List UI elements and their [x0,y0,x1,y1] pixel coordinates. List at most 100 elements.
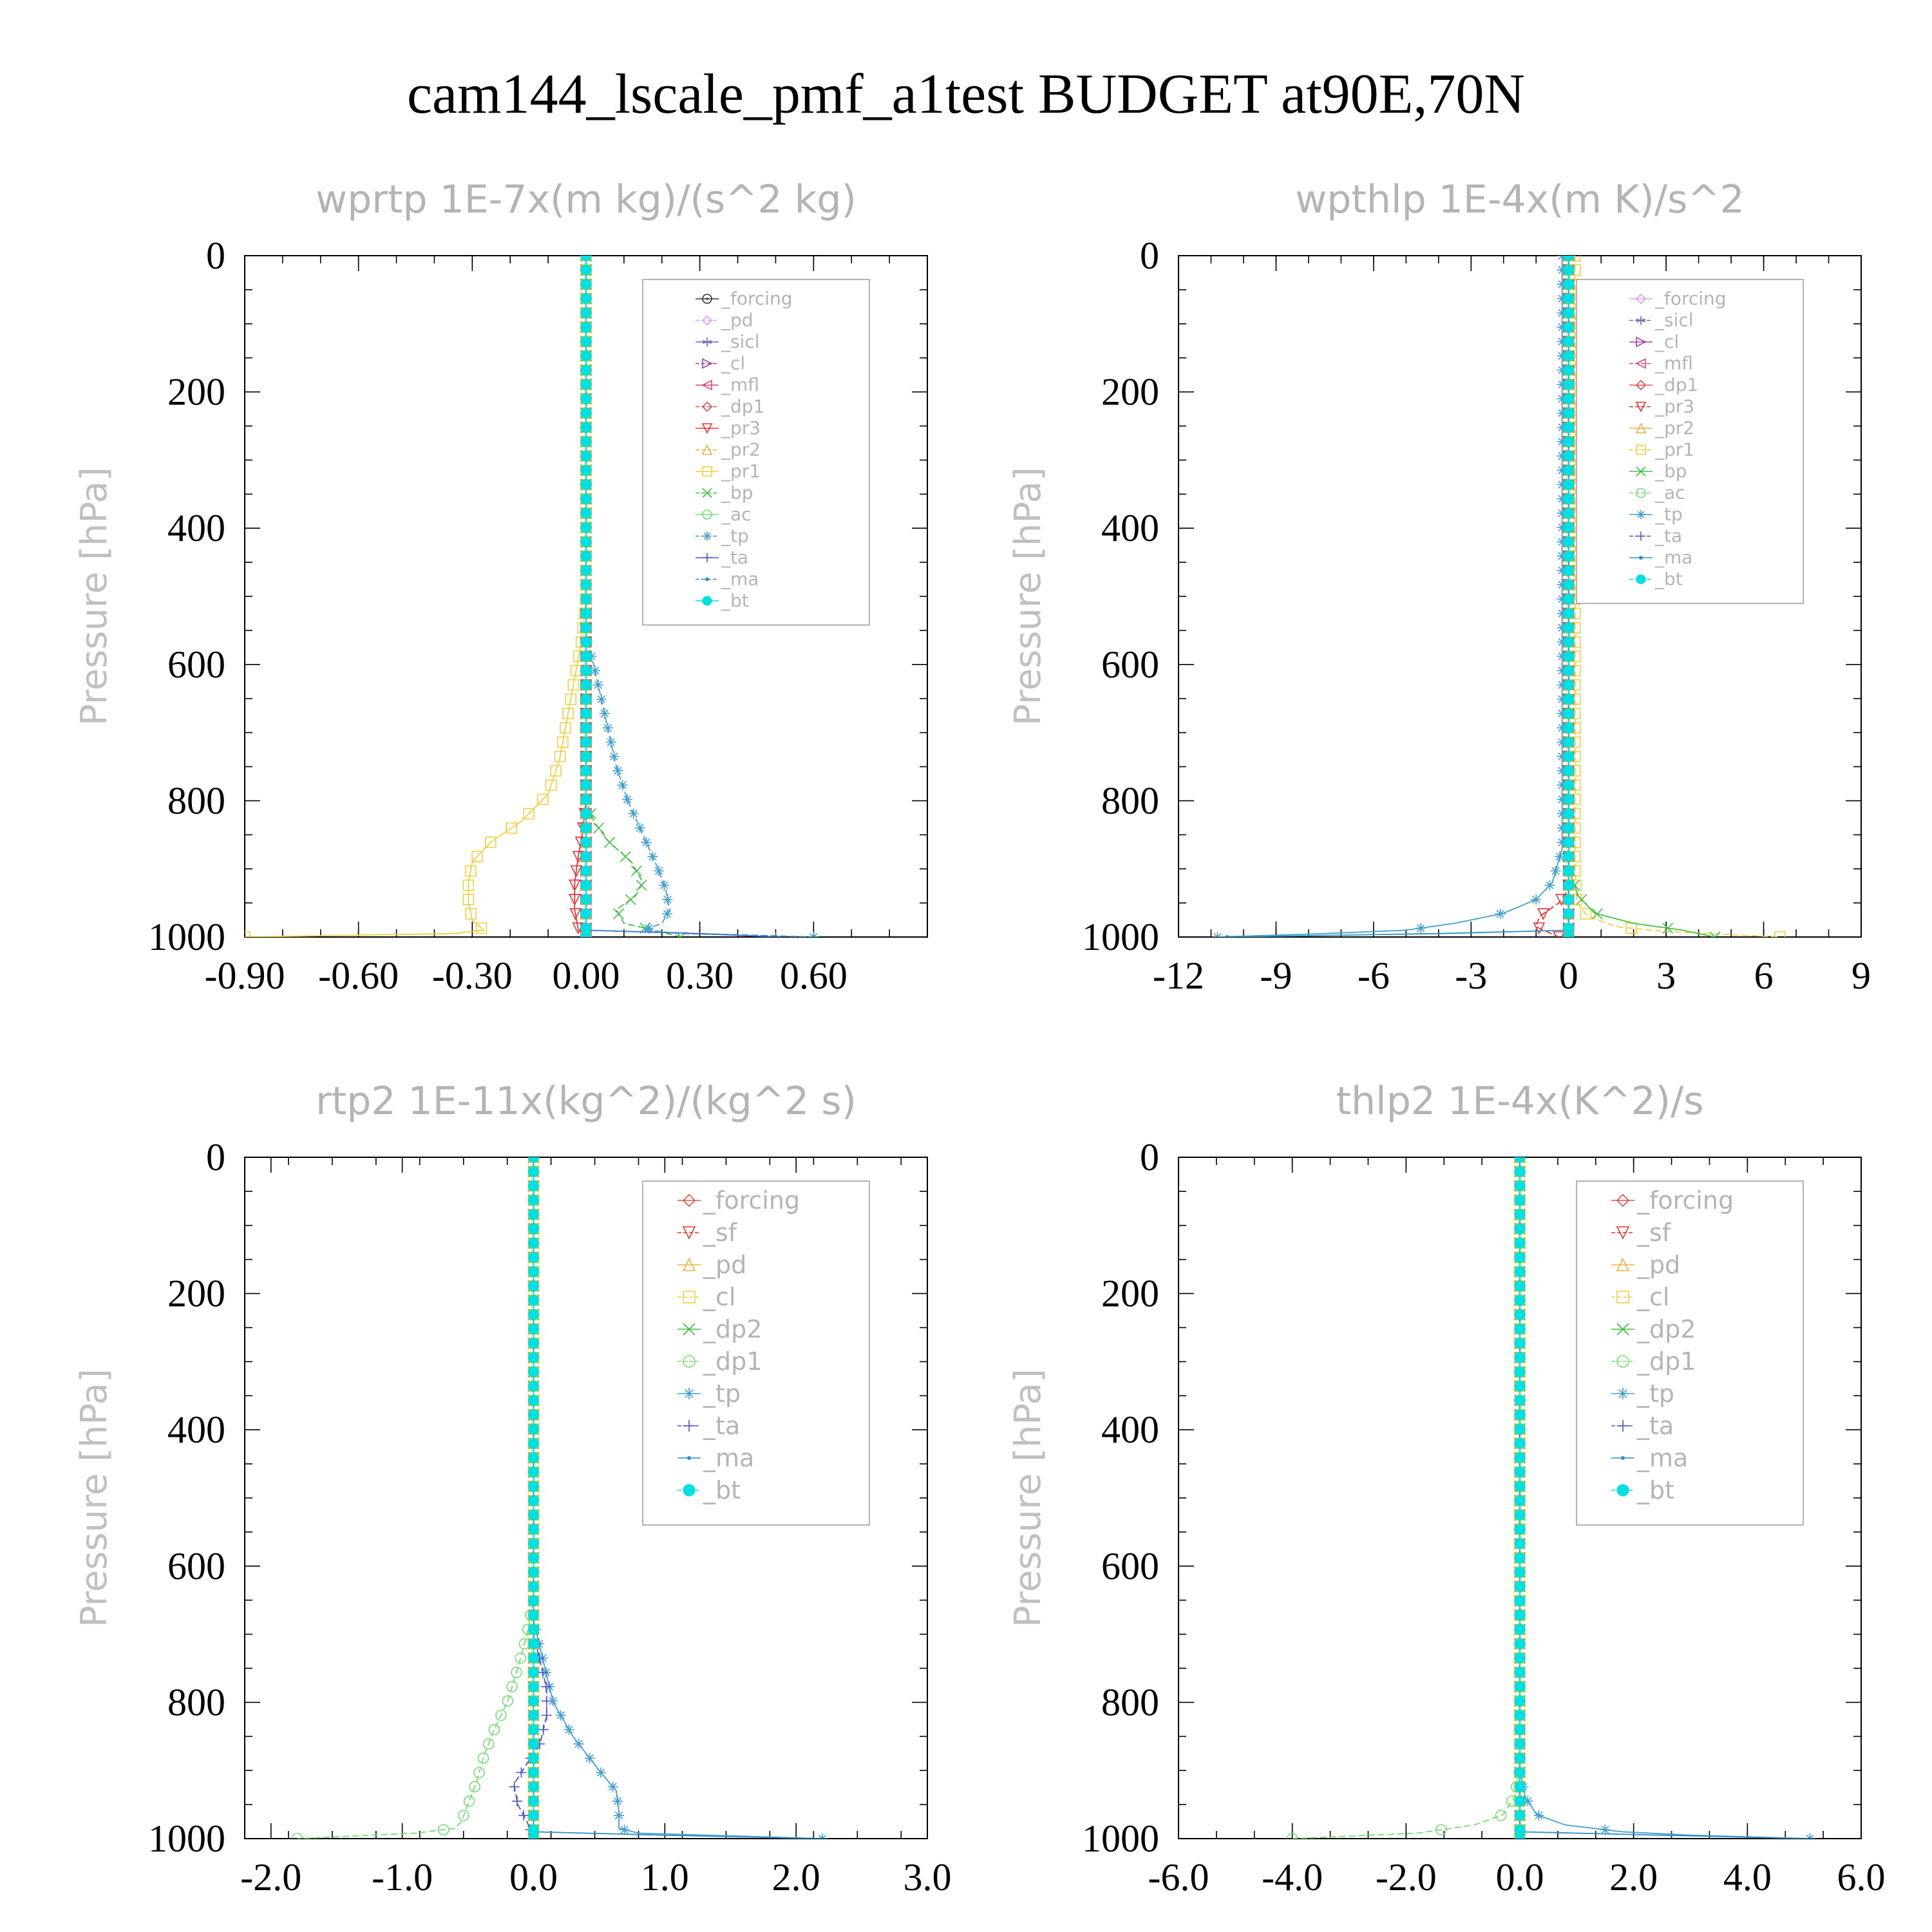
legend-marker [702,488,712,498]
data-point [580,536,592,547]
data-point [607,1781,618,1792]
y-tick-label: 800 [167,779,225,822]
data-point [1557,479,1567,490]
data-point [527,1624,539,1635]
legend: _forcing _sf _pd _cl _dp2 _dp1 _tp _ta _ma _bt [1576,1180,1804,1526]
legend-marker [683,1420,695,1432]
legend-box [642,1180,870,1526]
data-point [527,1366,539,1378]
legend-label: _bp [721,482,753,504]
data-point [1495,1810,1507,1821]
legend-item: _ma [696,569,759,590]
data-point [473,1766,485,1779]
data-point [1563,493,1575,505]
series-dp1 [291,1157,540,1839]
legend-label: _bt [721,590,749,611]
data-point [580,765,592,777]
data-point [477,1752,489,1764]
data-point [1557,565,1567,576]
data-point [1514,1810,1526,1821]
data-point [527,1195,539,1206]
data-point [1563,931,1575,937]
data-point [464,865,477,877]
legend-marker [702,466,712,477]
data-point [580,336,592,347]
data-point [1563,851,1575,862]
data-point [1557,794,1567,805]
data-point [509,1781,520,1792]
data-point [1563,808,1575,820]
data-point [462,894,475,905]
data-point [515,1652,527,1664]
series-line [585,256,814,937]
x-tick-label: 3.0 [904,1856,952,1899]
data-point [1514,1266,1526,1278]
legend-item: _sf [677,1218,738,1247]
legend-label: _forcing [1654,288,1727,309]
x-tick-label: -9 [1260,954,1292,997]
x-tick-label: 1.0 [641,1856,689,1899]
data-point [580,894,592,905]
data-point [641,837,652,848]
data-point [527,1653,539,1664]
legend-label: _dp1 [1636,1347,1696,1376]
data-point [580,708,592,719]
data-point [1557,265,1567,276]
legend-marker [702,509,712,520]
data-point [1563,708,1575,719]
data-point [1435,1824,1447,1836]
data-point [580,837,592,848]
data-point [659,880,670,891]
data-point [580,779,592,791]
y-axis-label: Pressure [hPa] [73,467,115,726]
data-point [1514,1538,1526,1549]
data-point [1563,880,1575,891]
data-point [1514,1624,1526,1635]
data-point [541,1696,552,1707]
legend-marker [1636,510,1645,519]
data-point [1514,1157,1526,1163]
plot-area [1212,256,1786,937]
data-point [564,1724,574,1735]
legend-item: _mfl [696,374,759,395]
x-tick-label: 0.0 [509,1856,558,1899]
data-point [527,1552,539,1564]
data-point [1225,935,1229,937]
data-point [1557,350,1567,361]
legend-label: _forcing [703,1186,800,1215]
data-point [1808,1837,1812,1839]
data-point [527,1738,539,1750]
data-point [1557,608,1567,619]
data-point [1563,894,1575,905]
data-point [1514,1710,1526,1721]
data-point [580,256,592,261]
plot-area [245,256,819,937]
legend-item: _sicl [696,331,760,352]
data-point [647,851,658,862]
series-line [1227,256,1569,937]
data-point [1514,1524,1526,1535]
legend-label: _pr1 [1654,439,1694,460]
data-point [1514,1323,1526,1335]
data-point [527,1338,539,1349]
legend-marker [701,401,713,412]
data-point [1557,665,1567,676]
legend-item: _pd [1611,1251,1680,1279]
data-point [580,722,592,734]
data-point [527,1681,539,1692]
data-point [1563,736,1575,748]
data-point [1212,932,1223,937]
legend: _forcing_sicl_cl_mfl_dp1_pr3_pr2_pr1_bp_… [1576,279,1804,604]
data-point [580,407,592,419]
legend-marker [683,1355,696,1368]
data-point [1563,393,1575,404]
data-point [1709,931,1721,937]
data-point [1557,837,1567,848]
x-tick-label: 2.0 [772,1856,820,1899]
legend-marker [1616,1291,1629,1303]
data-point [580,622,592,634]
data-point [291,1833,303,1839]
data-point [1563,478,1575,490]
legend-label: _ma [1654,547,1692,568]
data-point [580,393,592,404]
